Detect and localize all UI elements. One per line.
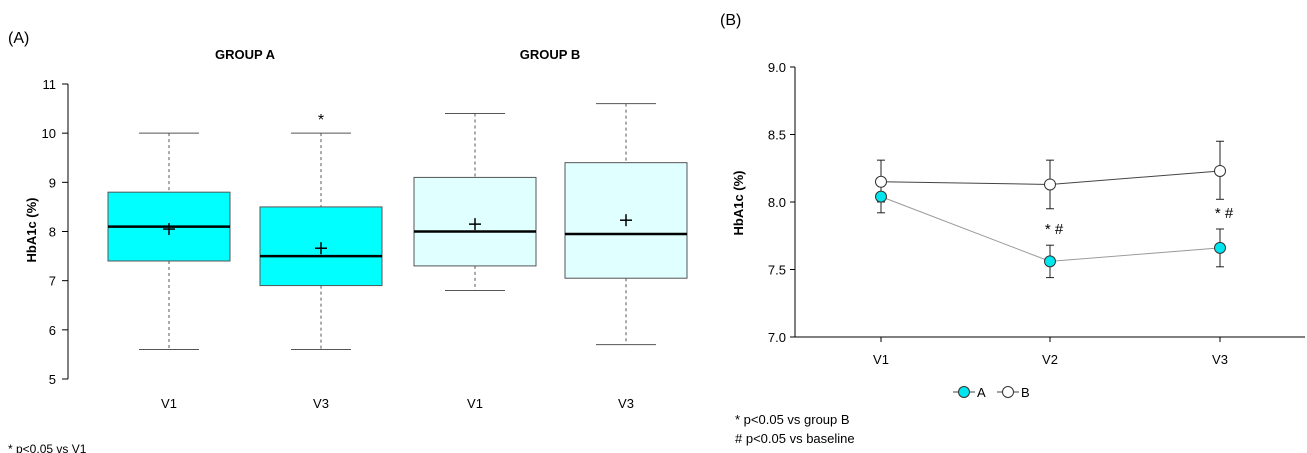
data-point-b <box>1044 178 1056 191</box>
panel-a-ylabel: HbA1c (%) <box>24 197 39 262</box>
panel-b-x-tick-label: V2 <box>1042 352 1058 367</box>
panel-b-y-tick-label: 8.0 <box>768 195 786 210</box>
panel-b-y-tick-label: 7.0 <box>768 330 786 345</box>
panel-b-y-tick-label: 9.0 <box>768 60 786 75</box>
panel-a-y-tick-label: 8 <box>49 225 56 240</box>
panel-b-footnote-1: * p<0.05 vs group B <box>735 412 850 427</box>
panel-b-x-tick-label: V1 <box>873 352 889 367</box>
panel-a-y-tick-label: 10 <box>42 126 56 141</box>
panel-a-y-tick-label: 6 <box>49 323 56 338</box>
panel-a-x-tick-label: V3 <box>313 396 329 411</box>
legend-marker-a <box>958 386 970 398</box>
panel-b-footnote-2: # p<0.05 vs baseline <box>735 431 855 446</box>
panel-a-x-tick-label: V3 <box>618 396 634 411</box>
panel-a-footnote: * p<0.05 vs V1 <box>8 442 87 453</box>
panel-a-y-tick-label: 9 <box>49 175 56 190</box>
panel-a-y-tick-label: 5 <box>49 372 56 387</box>
panel-b-plot: 7.0 7.5 8.0 8.5 9.0 V1 V2 V3 * # * # A B <box>768 60 1305 400</box>
data-point-a <box>1214 241 1226 254</box>
panel-b-label: (B) <box>720 12 741 29</box>
significance-annotation: * # <box>1045 221 1064 238</box>
legend-label-a: A <box>977 385 986 400</box>
data-point-b <box>1214 164 1226 177</box>
panel-a-group-b-label: GROUP B <box>520 47 580 62</box>
panel-a-label: (A) <box>8 30 29 47</box>
panel-a-y-tick-label: 7 <box>49 274 56 289</box>
panel-b-y-tick-label: 7.5 <box>768 263 786 278</box>
legend-label-b: B <box>1021 385 1030 400</box>
legend-marker-b <box>1002 386 1014 398</box>
significance-annotation: * # <box>1215 205 1234 222</box>
data-point-b <box>875 175 887 188</box>
box-significance-annotation: * <box>318 112 324 129</box>
panel-a-plot: 5 6 7 8 9 10 11 V1 * V3 V1 V3 <box>42 77 688 411</box>
panel-b-x-tick-label: V3 <box>1212 352 1228 367</box>
panel-a-y-tick-label: 11 <box>43 77 57 92</box>
panel-a-x-tick-label: V1 <box>161 396 177 411</box>
panel-b-ylabel: HbA1c (%) <box>731 170 746 235</box>
panel-b-y-tick-label: 8.5 <box>768 128 786 143</box>
panel-a-x-tick-label: V1 <box>467 396 483 411</box>
data-point-a <box>875 190 887 203</box>
data-point-a <box>1044 255 1056 268</box>
panel-a-group-a-label: GROUP A <box>215 47 276 62</box>
